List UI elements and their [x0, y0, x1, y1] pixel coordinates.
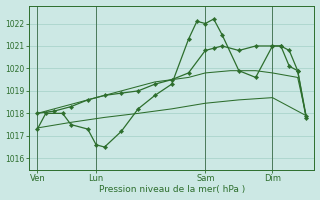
X-axis label: Pression niveau de la mer( hPa ): Pression niveau de la mer( hPa ): [99, 185, 245, 194]
